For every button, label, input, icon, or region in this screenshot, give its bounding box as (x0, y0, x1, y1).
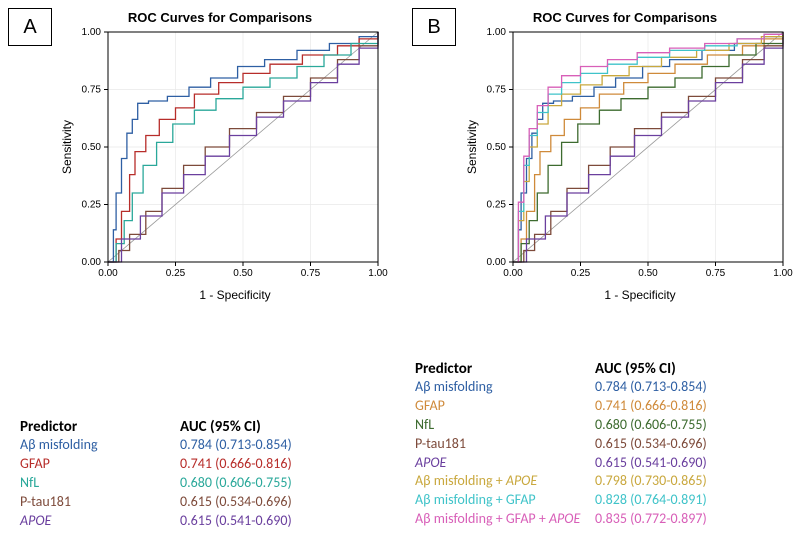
svg-text:1.00: 1.00 (82, 27, 102, 38)
legend-b: PredictorAUC (95% CI)Aβ misfolding0.784 … (415, 360, 755, 529)
svg-text:0.25: 0.25 (166, 268, 186, 279)
svg-text:1.00: 1.00 (487, 27, 507, 38)
legend-row: Aβ misfolding0.784 (0.713-0.854) (415, 378, 755, 397)
chart-a: ROC Curves for Comparisons Sensitivity 1… (60, 10, 390, 305)
svg-text:0.25: 0.25 (571, 268, 591, 279)
svg-text:0.50: 0.50 (82, 142, 102, 153)
svg-text:1.00: 1.00 (368, 268, 388, 279)
svg-text:0.25: 0.25 (487, 200, 507, 211)
svg-text:0.00: 0.00 (82, 257, 102, 268)
legend-header: PredictorAUC (95% CI) (20, 418, 340, 436)
legend-row: APOE0.615 (0.541-0.690) (20, 512, 340, 531)
svg-text:0.00: 0.00 (98, 268, 118, 279)
svg-text:0.75: 0.75 (82, 85, 102, 96)
svg-text:0.25: 0.25 (82, 200, 102, 211)
panel-label-b: B (412, 8, 456, 46)
svg-text:0.50: 0.50 (233, 268, 253, 279)
svg-text:0.75: 0.75 (706, 268, 726, 279)
svg-text:0.75: 0.75 (487, 85, 507, 96)
chart-b: ROC Curves for Comparisons Sensitivity 1… (465, 10, 795, 305)
legend-row: GFAP0.741 (0.666-0.816) (415, 397, 755, 416)
legend-a: PredictorAUC (95% CI)Aβ misfolding0.784 … (20, 418, 340, 530)
svg-text:0.00: 0.00 (487, 257, 507, 268)
legend-row: P-tau1810.615 (0.534-0.696) (415, 435, 755, 454)
legend-row: NfL0.680 (0.606-0.755) (20, 474, 340, 493)
svg-text:0.00: 0.00 (503, 268, 523, 279)
svg-text:1.00: 1.00 (773, 268, 793, 279)
legend-row: P-tau1810.615 (0.534-0.696) (20, 493, 340, 512)
chart-b-svg: 0.000.00 0.25 0.25 0.50 0.50 0.75 0.75 1.00 1.00 (465, 10, 795, 305)
chart-a-svg: 0.000.00 0.25 0.25 0.50 0.50 0.75 0.75 1.00 1.00 (60, 10, 390, 305)
legend-row: NfL0.680 (0.606-0.755) (415, 416, 755, 435)
legend-header: PredictorAUC (95% CI) (415, 360, 755, 378)
legend-row: Aβ misfolding + GFAP0.828 (0.764-0.891) (415, 491, 755, 510)
svg-text:0.50: 0.50 (487, 142, 507, 153)
svg-text:0.75: 0.75 (301, 268, 321, 279)
svg-text:0.50: 0.50 (638, 268, 658, 279)
legend-row: Aβ misfolding0.784 (0.713-0.854) (20, 436, 340, 455)
legend-row: APOE0.615 (0.541-0.690) (415, 454, 755, 473)
panel-label-a: A (8, 8, 52, 46)
legend-row: Aβ misfolding + GFAP + APOE0.835 (0.772-… (415, 510, 755, 529)
legend-row: GFAP0.741 (0.666-0.816) (20, 455, 340, 474)
legend-row: Aβ misfolding + APOE0.798 (0.730-0.865) (415, 472, 755, 491)
